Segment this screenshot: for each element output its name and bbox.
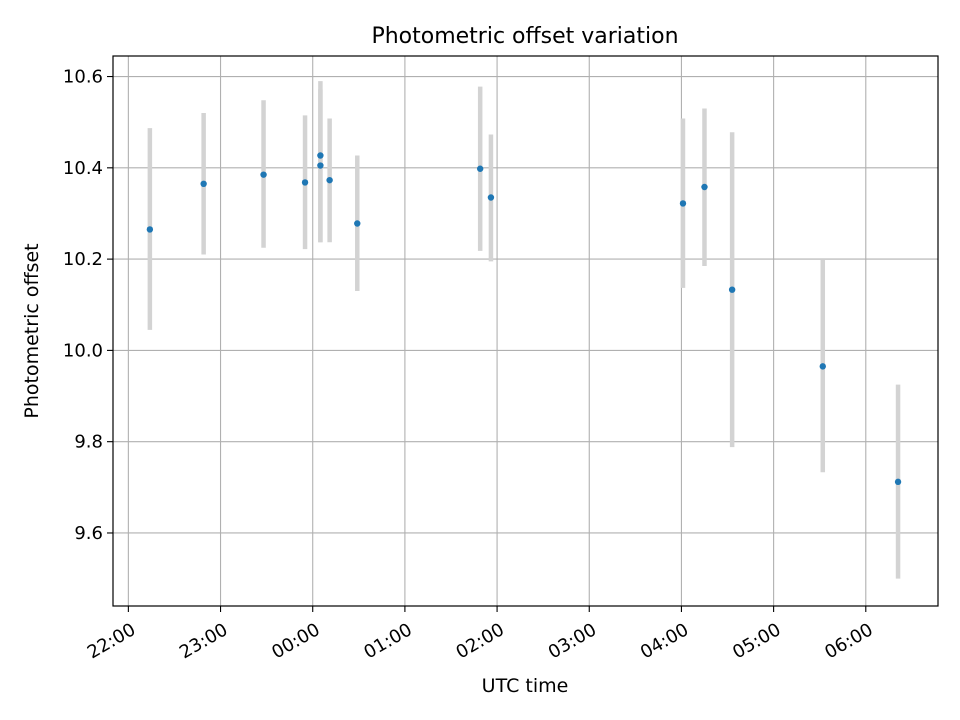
x-tick-label: 00:00 bbox=[268, 619, 323, 663]
y-tick-label: 10.0 bbox=[63, 340, 103, 361]
x-tick-label: 23:00 bbox=[176, 619, 231, 663]
chart-title: Photometric offset variation bbox=[371, 24, 678, 49]
y-tick-label: 10.6 bbox=[63, 67, 103, 88]
y-tick-label: 10.4 bbox=[63, 158, 103, 179]
data-point bbox=[317, 152, 323, 158]
data-point bbox=[729, 286, 735, 292]
data-point bbox=[680, 200, 686, 206]
y-tick-label: 10.2 bbox=[63, 249, 103, 270]
y-tick-label: 9.8 bbox=[74, 432, 103, 453]
x-tick-label: 04:00 bbox=[637, 619, 692, 663]
x-tick-label: 05:00 bbox=[729, 619, 784, 663]
data-point bbox=[477, 166, 483, 172]
y-tick-label: 9.6 bbox=[74, 523, 103, 544]
plot-frame bbox=[113, 56, 938, 606]
x-tick-label: 03:00 bbox=[545, 619, 600, 663]
data-point bbox=[820, 363, 826, 369]
x-tick-label: 02:00 bbox=[453, 619, 508, 663]
point-layer bbox=[147, 152, 902, 485]
x-tick-label: 01:00 bbox=[360, 619, 415, 663]
grid-layer bbox=[113, 56, 938, 606]
data-point bbox=[488, 194, 494, 200]
data-point bbox=[302, 179, 308, 185]
data-point bbox=[200, 181, 206, 187]
x-tick-label: 06:00 bbox=[821, 619, 876, 663]
data-point bbox=[326, 177, 332, 183]
tick-layer: 22:00 23:00 00:00 01:00 02:00 03:00 04:00 05:00… bbox=[63, 67, 877, 664]
data-point bbox=[354, 220, 360, 226]
y-axis-label: Photometric offset bbox=[21, 243, 43, 418]
data-point bbox=[701, 184, 707, 190]
data-point bbox=[147, 226, 153, 232]
errorbar-layer bbox=[150, 81, 898, 579]
data-point bbox=[895, 479, 901, 485]
x-tick-label: 22:00 bbox=[84, 619, 139, 663]
x-axis-label: UTC time bbox=[482, 675, 569, 697]
data-point bbox=[260, 171, 266, 177]
data-point bbox=[317, 162, 323, 168]
